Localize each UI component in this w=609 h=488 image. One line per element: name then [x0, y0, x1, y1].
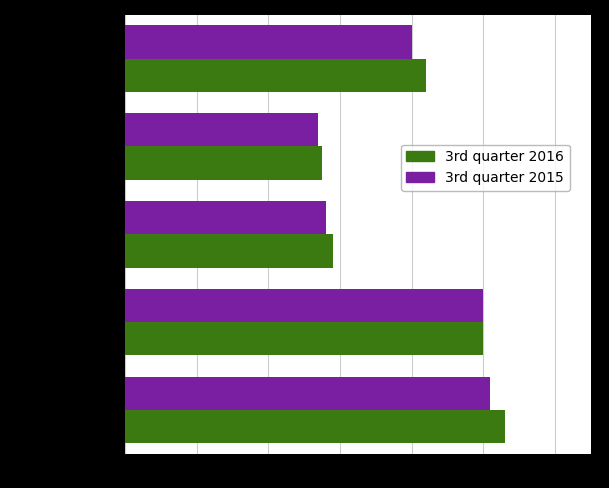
Bar	[125, 113, 319, 146]
Bar	[125, 322, 483, 355]
Bar	[125, 25, 412, 59]
Legend: 3rd quarter 2016, 3rd quarter 2015: 3rd quarter 2016, 3rd quarter 2015	[401, 144, 570, 191]
Bar	[125, 146, 322, 180]
Bar	[125, 201, 326, 234]
Bar	[125, 59, 426, 92]
Bar	[125, 289, 483, 322]
Bar	[125, 377, 490, 410]
Bar	[125, 410, 505, 443]
Bar	[125, 234, 333, 267]
